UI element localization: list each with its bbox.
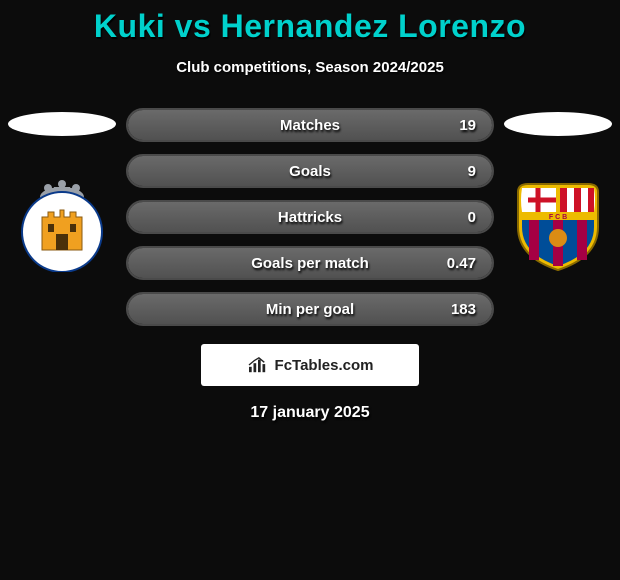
left-name-ellipse [8,112,116,136]
stat-label: Goals [289,163,331,180]
stats-container: Matches 19 Goals 9 Hattricks 0 Goals per… [118,108,502,326]
stat-value: 9 [468,163,476,180]
stat-value: 183 [451,301,476,318]
stat-label: Matches [280,117,340,134]
ponferradina-crest-icon [12,172,112,272]
right-side: F C B [502,108,614,272]
subtitle: Club competitions, Season 2024/2025 [0,59,620,76]
right-club-crest: F C B [508,172,608,272]
stat-label: Min per goal [266,301,354,318]
stat-value: 19 [459,117,476,134]
stat-label: Goals per match [251,255,369,272]
stat-bar-goals: Goals 9 [126,154,494,188]
stat-bar-goals-per-match: Goals per match 0.47 [126,246,494,280]
content-row: Matches 19 Goals 9 Hattricks 0 Goals per… [0,108,620,326]
stat-value: 0 [468,209,476,226]
page-title: Kuki vs Hernandez Lorenzo [0,0,620,45]
stat-bar-matches: Matches 19 [126,108,494,142]
date-text: 17 january 2025 [0,404,620,422]
right-name-ellipse [504,112,612,136]
stat-label: Hattricks [278,209,342,226]
stat-bar-hattricks: Hattricks 0 [126,200,494,234]
barcelona-crest-icon: F C B [508,172,608,272]
bar-chart-icon [247,356,269,374]
left-club-crest [12,172,112,272]
brand-box: FcTables.com [201,344,419,386]
brand-text: FcTables.com [275,357,374,374]
svg-text:F C B: F C B [549,214,567,221]
stat-value: 0.47 [447,255,476,272]
left-side [6,108,118,272]
stat-bar-min-per-goal: Min per goal 183 [126,292,494,326]
